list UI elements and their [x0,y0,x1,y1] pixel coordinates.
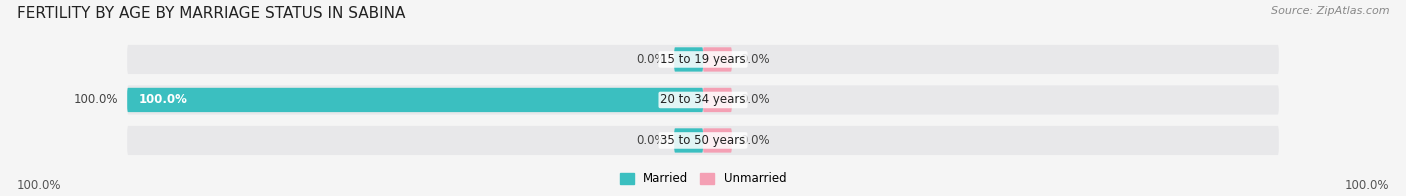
FancyBboxPatch shape [127,126,1279,155]
FancyBboxPatch shape [127,45,1279,74]
FancyBboxPatch shape [675,128,703,153]
FancyBboxPatch shape [703,88,731,112]
Text: 100.0%: 100.0% [1344,179,1389,192]
Text: 20 to 34 years: 20 to 34 years [661,93,745,106]
Text: 0.0%: 0.0% [636,53,665,66]
FancyBboxPatch shape [127,88,703,112]
Text: 35 to 50 years: 35 to 50 years [661,134,745,147]
Text: 100.0%: 100.0% [139,93,187,106]
Text: 100.0%: 100.0% [17,179,62,192]
Text: 0.0%: 0.0% [741,134,770,147]
Text: 100.0%: 100.0% [75,93,118,106]
FancyBboxPatch shape [703,128,731,153]
Legend: Married, Unmarried: Married, Unmarried [614,168,792,190]
FancyBboxPatch shape [703,47,731,72]
Text: 0.0%: 0.0% [741,53,770,66]
Text: 0.0%: 0.0% [636,134,665,147]
Text: 0.0%: 0.0% [741,93,770,106]
Text: FERTILITY BY AGE BY MARRIAGE STATUS IN SABINA: FERTILITY BY AGE BY MARRIAGE STATUS IN S… [17,6,405,21]
Text: 15 to 19 years: 15 to 19 years [661,53,745,66]
Text: Source: ZipAtlas.com: Source: ZipAtlas.com [1271,6,1389,16]
FancyBboxPatch shape [127,85,1279,114]
FancyBboxPatch shape [675,47,703,72]
